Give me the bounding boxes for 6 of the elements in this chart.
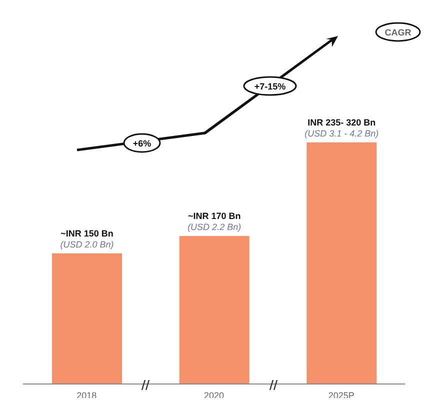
data-label: ~INR 150 Bn (USD 2.0 Bn) [60,228,114,250]
data-label: INR 235- 320 Bn (USD 3.1 - 4.2 Bn) [304,117,379,138]
text: +7-15% [254,82,286,92]
text: CAGR [384,28,412,38]
data-label: ~INR 170 Bn (USD 2.2 Bn) [188,211,242,232]
annotation: +6% [132,138,152,148]
